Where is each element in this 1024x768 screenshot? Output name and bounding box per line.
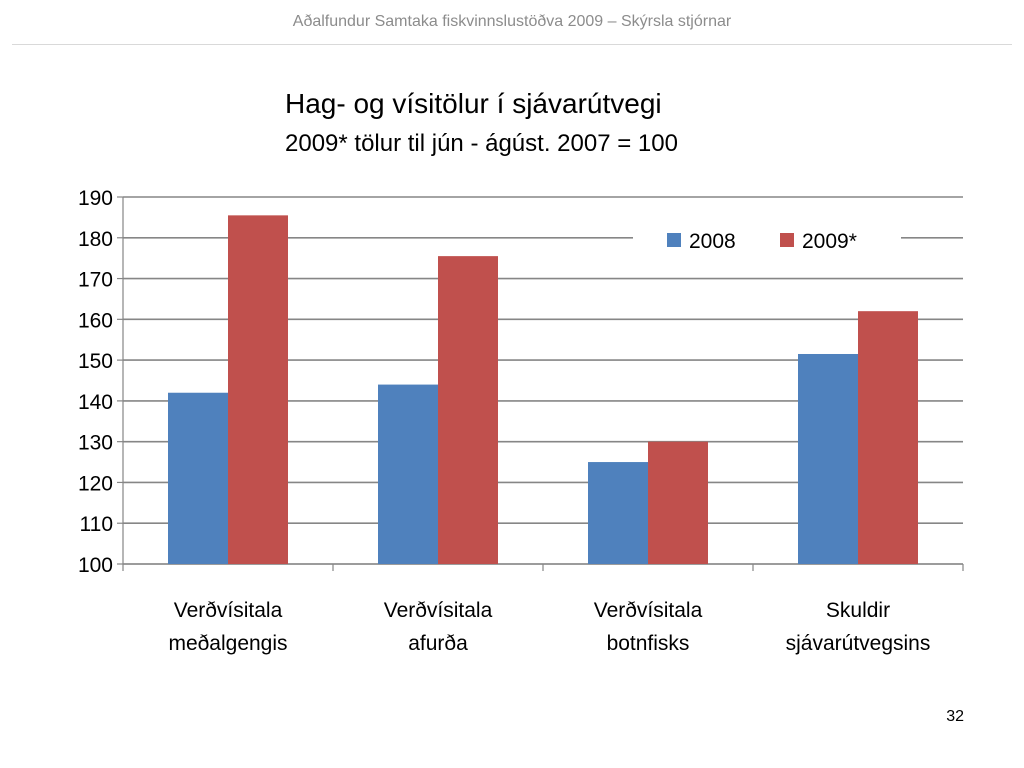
bar-2009-2 [648,441,708,564]
x-tick-label: Verðvísitala [174,599,283,622]
header-divider [12,44,1012,45]
legend-label: 2009* [802,230,857,253]
x-tick-label: sjávarútvegsins [786,632,931,655]
page-number: 32 [946,708,964,725]
x-tick-label: afurða [408,632,468,655]
y-tick-label: 130 [78,432,113,455]
y-tick-label: 120 [78,472,113,495]
y-tick-label: 160 [78,309,113,332]
bar-2008-1 [378,384,438,564]
y-tick-label: 100 [78,554,113,577]
legend-label: 2008 [689,230,736,253]
y-tick-label: 150 [78,350,113,373]
x-tick-label: Verðvísitala [384,599,493,622]
y-tick-label: 190 [78,187,113,210]
x-tick-label: botnfisks [607,632,690,655]
chart-title: Hag- og vísitölur í sjávarútvegi [285,88,662,119]
chart-subtitle: 2009* tölur til jún - ágúst. 2007 = 100 [285,130,678,157]
bar-2008-2 [588,462,648,564]
legend-swatch [667,233,681,247]
x-tick-label: meðalgengis [168,632,287,655]
bar-2009-0 [228,215,288,564]
bar-2009-3 [858,311,918,564]
bar-2008-3 [798,353,858,564]
bar-2009-1 [438,256,498,564]
x-tick-label: Verðvísitala [594,599,703,622]
y-tick-label: 140 [78,391,113,414]
bar-2008-0 [168,392,228,564]
y-tick-label: 110 [80,513,113,536]
slide-header: Aðalfundur Samtaka fiskvinnslustöðva 200… [292,13,732,30]
y-tick-label: 180 [78,228,113,251]
y-tick-label: 170 [78,269,113,292]
legend-swatch [780,233,794,247]
x-tick-label: Skuldir [826,599,890,622]
